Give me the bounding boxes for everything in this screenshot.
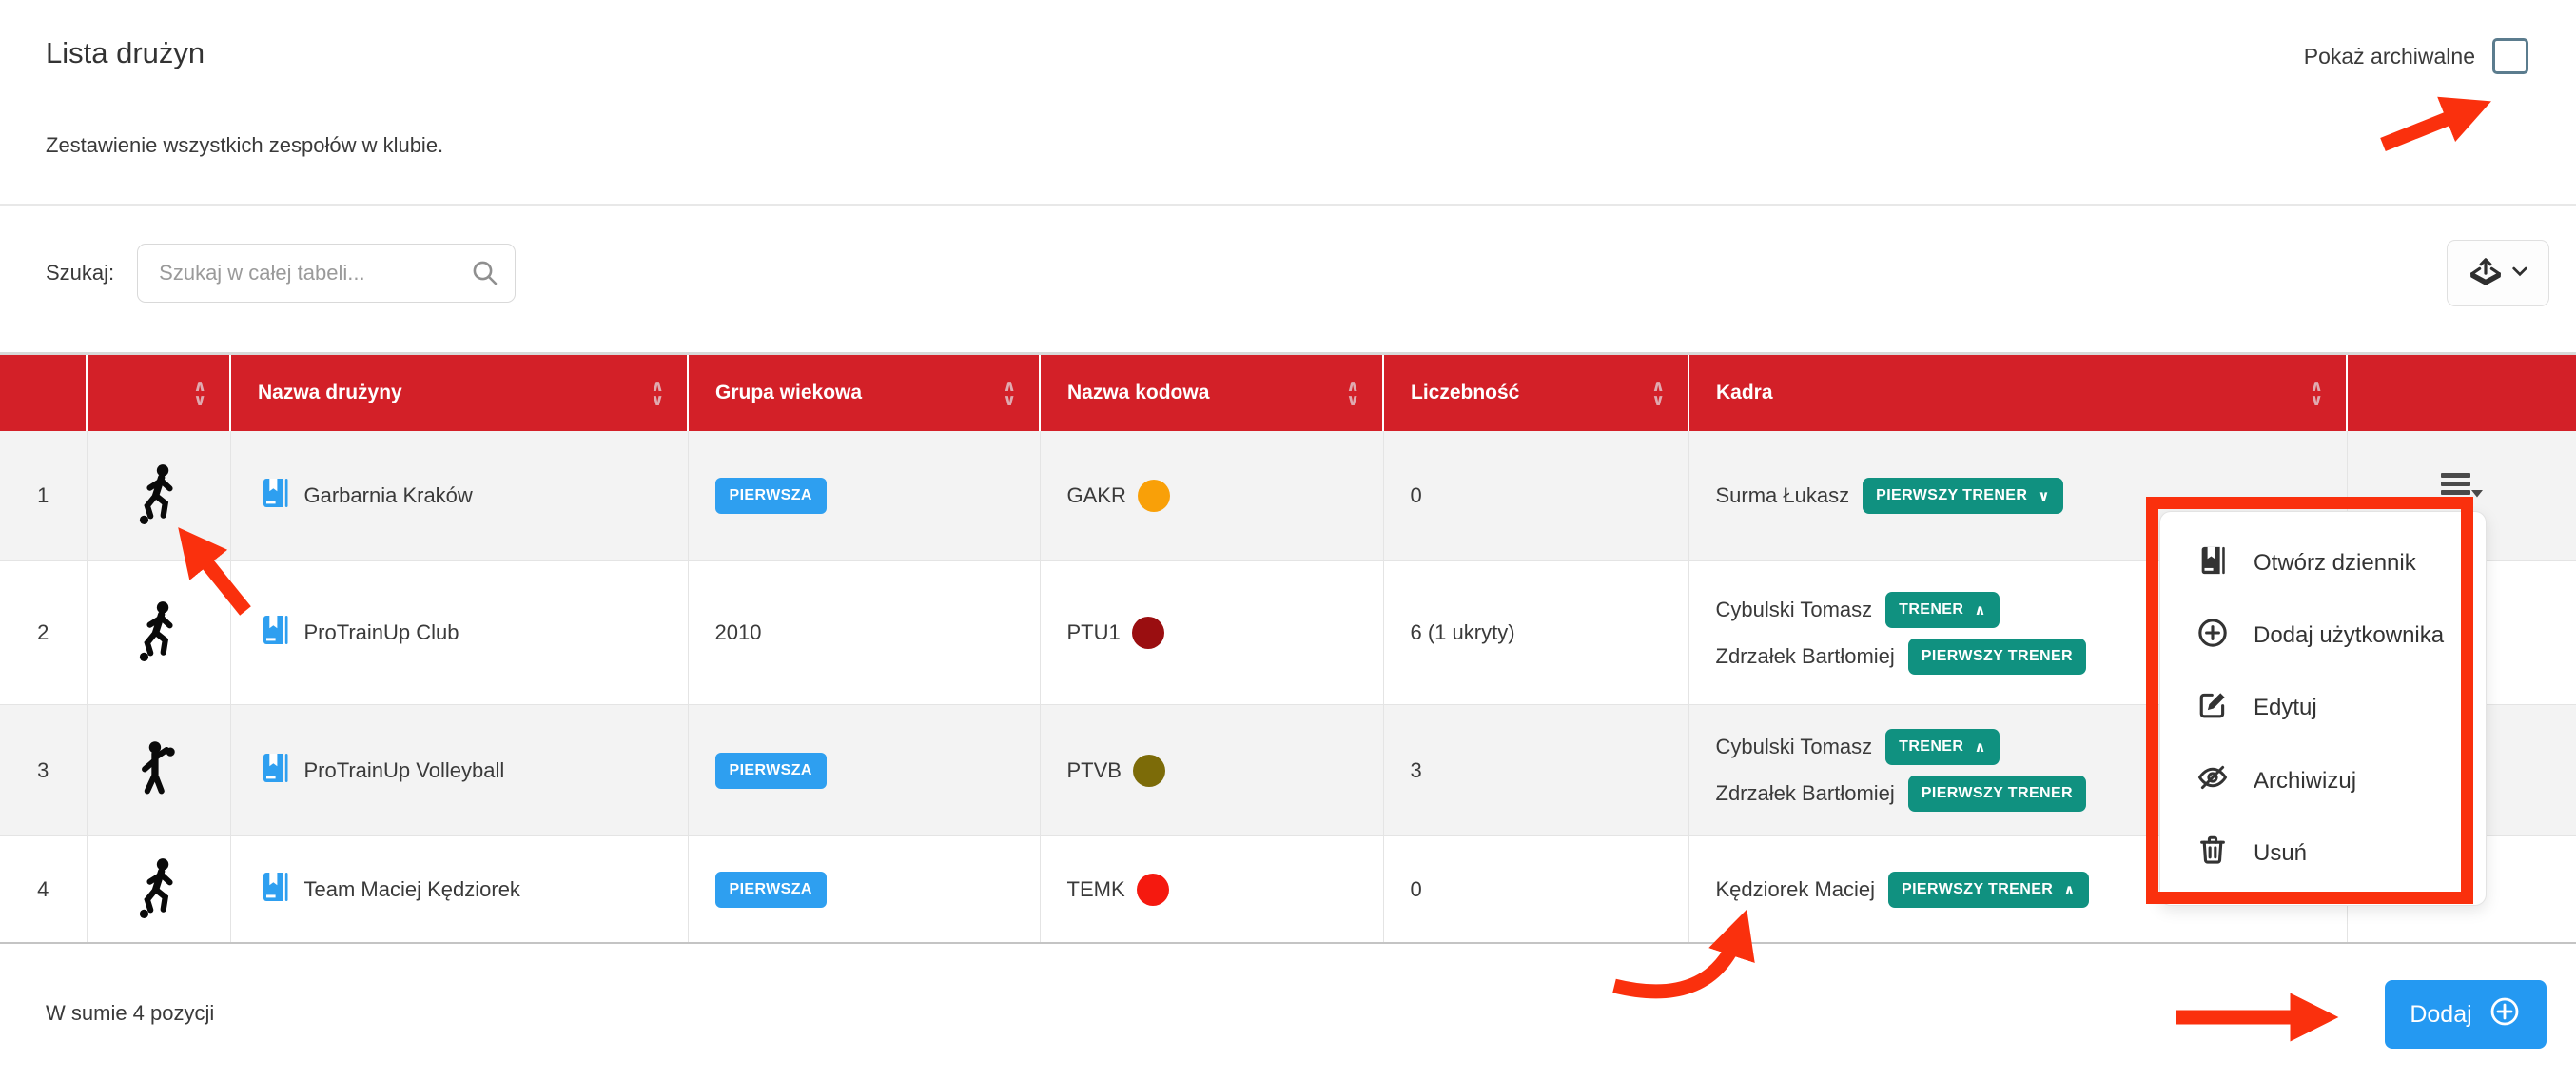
- team-code: GAKR: [1066, 483, 1126, 507]
- age-group-badge: PIERWSZA: [714, 478, 827, 514]
- row-number: 3: [0, 704, 88, 836]
- soccer-player-icon: [133, 464, 185, 529]
- row-actions-menu-trigger[interactable]: [2440, 471, 2484, 505]
- menu-item-archive[interactable]: Archiwizuj: [2160, 761, 2486, 800]
- page-title: Lista drużyn: [46, 36, 205, 69]
- staff-name: Kędziorek Maciej: [1715, 876, 1876, 901]
- team-name-link[interactable]: ProTrainUp Club: [303, 620, 459, 644]
- team-name-link[interactable]: Garbarnia Kraków: [303, 483, 473, 507]
- soccer-player-icon: [133, 857, 185, 923]
- trash-icon: [2196, 834, 2229, 873]
- header-cell-code[interactable]: Nazwa kodowa: [1040, 353, 1384, 431]
- eye-off-icon: [2196, 761, 2229, 800]
- search-area: Szukaj:: [46, 244, 517, 303]
- chevron-up-icon: ∧: [2063, 881, 2076, 898]
- team-color-dot: [1132, 754, 1165, 787]
- chevron-up-icon: ∧: [1974, 739, 1986, 756]
- header-cell-actions: [2347, 353, 2576, 431]
- row-number: 2: [0, 560, 88, 705]
- menu-item-edit[interactable]: Edytuj: [2160, 689, 2486, 728]
- staff-role-badge[interactable]: PIERWSZY TRENER ∧: [1888, 871, 2089, 908]
- header-cell-staff[interactable]: Kadra: [1688, 353, 2348, 431]
- table-header-row: Nazwa drużyny Grupa wiekowa Nazwa kodowa…: [0, 353, 2576, 431]
- menu-item-add-user[interactable]: Dodaj użytkownika: [2160, 617, 2486, 656]
- total-count-label: W sumie 4 pozycji: [46, 1001, 215, 1025]
- header-divider: [0, 204, 2576, 206]
- team-color-dot: [1131, 617, 1164, 649]
- team-name-link[interactable]: ProTrainUp Volleyball: [303, 757, 505, 782]
- header-cell-sport[interactable]: [87, 353, 231, 431]
- staff-name: Cybulski Tomasz: [1715, 735, 1873, 758]
- table-row: 4 Team Maciej Kędziorek PIERWSZA TEMK 0: [0, 835, 2576, 944]
- staff-role-badge[interactable]: PIERWSZY TRENER: [1907, 638, 2086, 675]
- header-cell-count[interactable]: Liczebność: [1383, 353, 1689, 431]
- journal-icon[interactable]: [258, 751, 292, 791]
- journal-icon[interactable]: [258, 613, 292, 653]
- export-icon: [2469, 255, 2503, 292]
- staff-name: Surma Łukasz: [1715, 483, 1850, 507]
- staff-role-badge[interactable]: TRENER ∧: [1885, 591, 2000, 628]
- age-group-badge: PIERWSZA: [714, 752, 827, 789]
- journal-icon[interactable]: [258, 870, 292, 910]
- team-count: 3: [1383, 704, 1689, 836]
- search-input[interactable]: [137, 244, 517, 303]
- age-group-text: 2010: [714, 620, 762, 644]
- sort-icon: [1003, 379, 1016, 407]
- volleyball-player-icon: [133, 740, 185, 804]
- menu-item-delete[interactable]: Usuń: [2160, 834, 2486, 873]
- team-color-dot: [1136, 873, 1169, 906]
- show-archived-toggle: Pokaż archiwalne: [2304, 38, 2528, 74]
- staff-role-badge[interactable]: TRENER ∧: [1885, 729, 2000, 765]
- header-cell-name[interactable]: Nazwa drużyny: [230, 353, 689, 431]
- chevron-up-icon: ∧: [1974, 601, 1986, 619]
- header-cell-age[interactable]: Grupa wiekowa: [688, 353, 1041, 431]
- show-archived-checkbox[interactable]: [2492, 38, 2528, 74]
- team-code: PTU1: [1066, 620, 1121, 644]
- staff-role-badge[interactable]: PIERWSZY TRENER ∨: [1863, 478, 2063, 514]
- row-number: 4: [0, 835, 88, 944]
- team-name-link[interactable]: Team Maciej Kędziorek: [303, 876, 520, 901]
- staff-name: Zdrzałek Bartłomiej: [1715, 643, 1895, 668]
- team-code: TEMK: [1066, 876, 1125, 901]
- plus-circle-icon: [2488, 994, 2522, 1035]
- export-button[interactable]: [2447, 240, 2549, 306]
- page-subtitle: Zestawienie wszystkich zespołów w klubie…: [46, 133, 444, 157]
- edit-icon: [2196, 689, 2229, 728]
- arrow-to-archived-checkbox: [2380, 96, 2491, 151]
- team-code: PTVB: [1066, 757, 1122, 782]
- row-actions-menu: Otwórz dziennik Dodaj użytkownika Edytuj…: [2159, 511, 2487, 906]
- team-color-dot: [1137, 480, 1170, 512]
- team-count: 6 (1 ukryty): [1383, 560, 1689, 705]
- plus-circle-icon: [2196, 617, 2229, 656]
- team-count: 0: [1383, 835, 1689, 944]
- sort-icon: [2310, 379, 2323, 407]
- sort-icon: [651, 379, 664, 407]
- row-number: 1: [0, 431, 88, 561]
- journal-icon[interactable]: [258, 476, 292, 516]
- show-archived-label: Pokaż archiwalne: [2303, 43, 2475, 69]
- sort-icon: [1651, 379, 1665, 407]
- age-group-badge: PIERWSZA: [714, 871, 827, 908]
- staff-name: Cybulski Tomasz: [1715, 597, 1873, 621]
- journal-icon: [2196, 544, 2229, 583]
- sort-icon: [193, 379, 206, 407]
- staff-role-badge[interactable]: PIERWSZY TRENER: [1907, 776, 2086, 812]
- search-label: Szukaj:: [46, 261, 115, 285]
- soccer-player-icon: [133, 601, 185, 666]
- team-count: 0: [1383, 431, 1689, 561]
- staff-name: Zdrzałek Bartłomiej: [1715, 781, 1895, 805]
- search-icon: [470, 258, 500, 293]
- export-chevron-down-icon: [2512, 265, 2527, 282]
- menu-item-open-journal[interactable]: Otwórz dziennik: [2160, 544, 2486, 583]
- chevron-down-icon: ∨: [2038, 488, 2050, 504]
- header-cell-index: [0, 353, 88, 431]
- add-team-button[interactable]: Dodaj: [2385, 980, 2547, 1049]
- sort-icon: [1346, 379, 1359, 407]
